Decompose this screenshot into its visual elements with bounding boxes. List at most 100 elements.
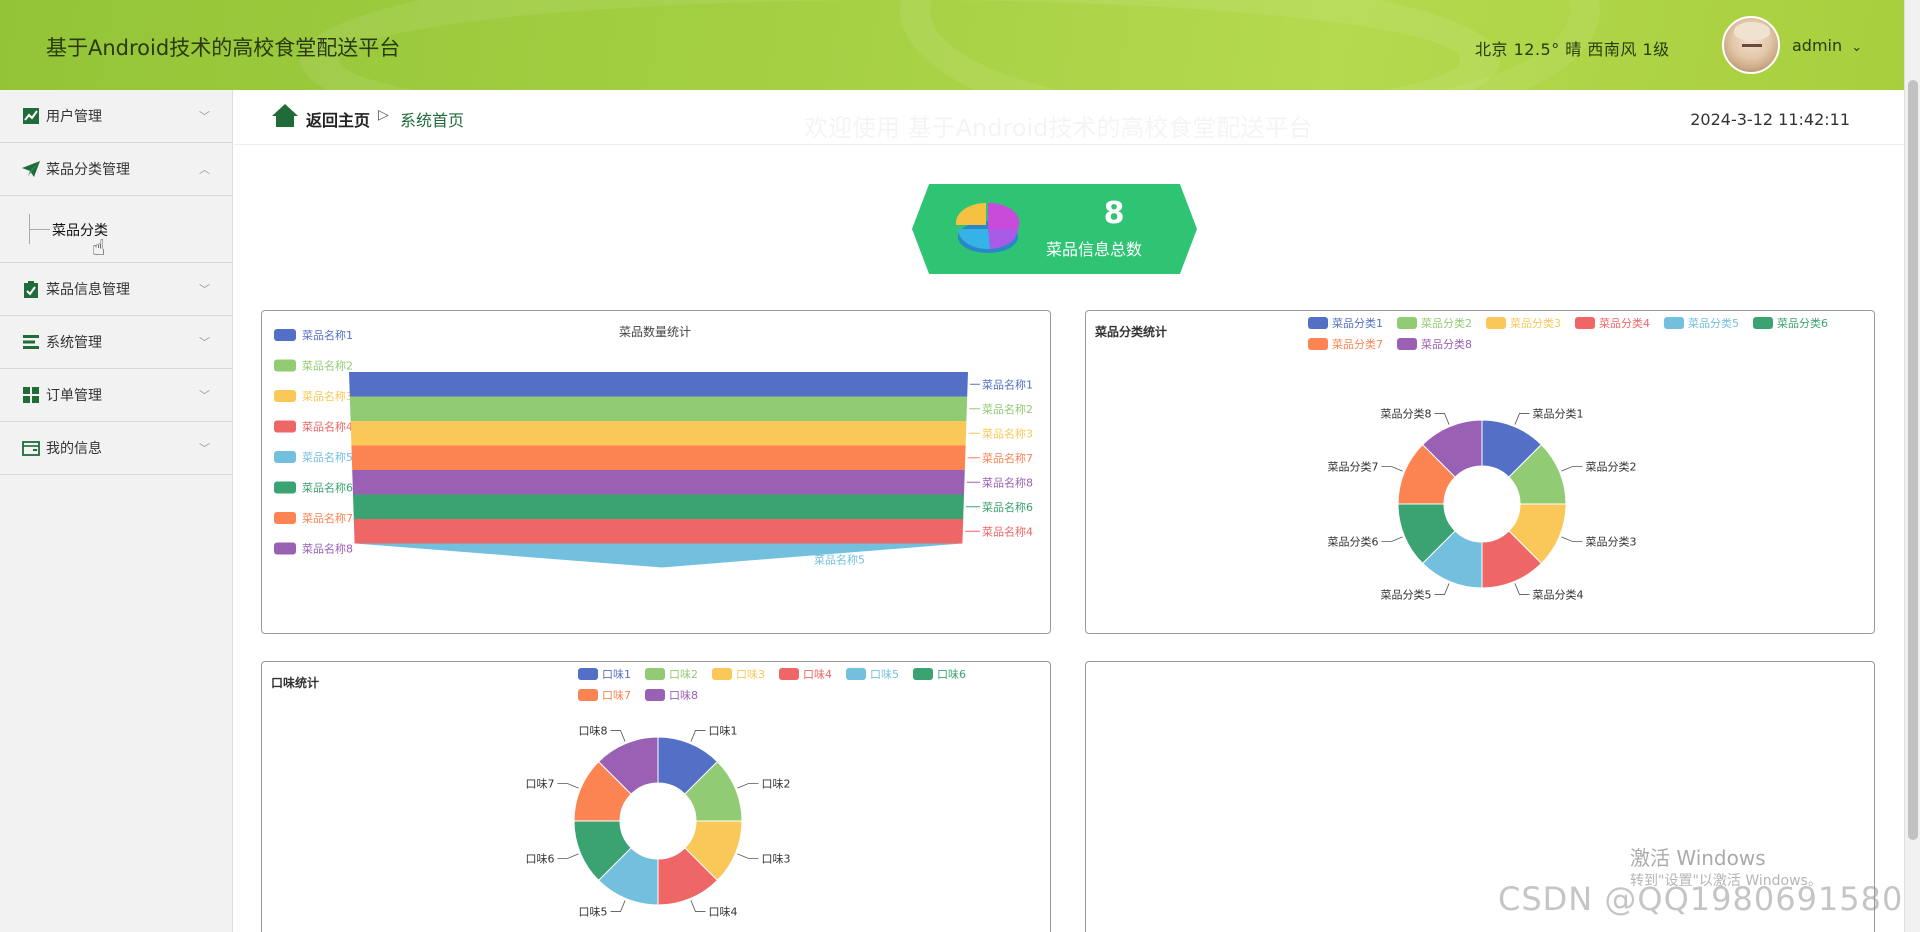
sidebar-item-label: 菜品信息管理 [46,282,130,298]
slice-label: 菜品分类5 [1380,588,1431,602]
funnel-segment [352,470,965,495]
legend-label: 口味2 [669,668,698,681]
submenu-dish-category[interactable]: 菜品分类 [0,196,232,263]
breadcrumb-separator: ▷ [378,107,389,123]
label-line [737,783,759,789]
donut-slice [1421,419,1483,478]
legend-swatch [274,359,296,372]
slice-label: 口味1 [709,724,738,737]
sidebar-item-my-info[interactable]: 我的信息 ﹀ [0,422,232,475]
submenu-item-label[interactable]: 菜品分类 [52,223,108,239]
chevron-down-icon: ﹀ [199,336,210,349]
label-line [610,730,626,742]
label-line [557,783,579,789]
paper-plane-icon [22,160,40,178]
slice-label: 口味4 [709,906,738,919]
label-line [1514,583,1530,595]
sidebar-item-label: 用户管理 [46,109,102,125]
label-line [1381,466,1403,472]
breadcrumb-bar: 返回主页 ▷ 系统首页 欢迎使用 基于Android技术的高校食堂配送平台 20… [234,90,1904,145]
label-line [557,853,579,859]
funnel-segment [350,421,967,446]
legend-label: 口味1 [602,668,631,681]
legend-label: 菜品分类7 [1332,337,1383,351]
legend-label: 菜品名称2 [302,359,353,373]
funnel-label: 菜品名称3 [982,426,1033,440]
empty-chart-panel [1085,661,1875,932]
slice-label: 口味7 [525,777,554,790]
dish-total-value: 8 [1103,196,1125,231]
legend-swatch [274,542,296,555]
legend-label: 菜品名称4 [302,420,353,434]
avatar[interactable] [1722,16,1780,74]
legend-swatch [779,668,799,680]
page-scrollbar[interactable] [1904,0,1920,932]
chevron-down-icon: ﹀ [199,283,210,296]
legend-swatch [712,668,732,680]
legend-label: 菜品分类6 [1777,316,1828,330]
taste-chart-panel: 口味1 口味2 口味3 口味4 口味5 口味6 口味7 口味8 口味1 口味2 口味3 口味4 口味5 口… [261,661,1051,932]
funnel-label: 菜品名称8 [982,475,1033,489]
legend-label: 菜品分类5 [1688,316,1739,330]
legend-swatch [1397,317,1417,329]
funnel-segment [349,396,968,421]
slice-label: 菜品分类6 [1327,535,1378,549]
label-line [1514,413,1530,425]
chevron-down-icon[interactable]: ⌄ [1851,40,1863,55]
datetime-display: 2024-3-12 11:42:11 [1690,110,1850,129]
legend-label: 口味3 [736,668,765,681]
clipboard-check-icon [22,280,40,298]
dish-total-card: 8 菜品信息总数 [912,184,1197,274]
legend-swatch [1308,317,1328,329]
sidebar-item-dish-info-management[interactable]: 菜品信息管理 ﹀ [0,263,232,316]
chart-title: 口味统计 [271,676,320,690]
slice-label: 菜品分类4 [1533,588,1584,602]
sidebar-item-user-management[interactable]: 用户管理 ﹀ [0,90,232,143]
sidebar-item-order-management[interactable]: 订单管理 ﹀ [0,369,232,422]
scrollbar-thumb[interactable] [1908,80,1918,840]
legend-swatch [578,668,598,680]
legend-swatch [1397,338,1417,350]
label-line [1434,413,1450,425]
csdn-watermark: CSDN @QQ1980691580 [1498,880,1904,918]
user-menu[interactable]: admin ⌄ [1792,36,1862,55]
slice-label: 口味8 [578,724,607,737]
chart-title: 菜品数量统计 [619,325,692,339]
legend-label: 菜品名称3 [302,389,353,403]
funnel-segment [353,519,964,544]
legend-label: 口味6 [937,668,966,681]
taste-donut-chart: 口味1 口味2 口味3 口味4 口味5 口味6 口味7 口味8 口味1 口味2 口味3 口味4 口味5 口… [525,668,966,919]
label-line [737,853,759,859]
slice-label: 口味2 [762,777,791,790]
breadcrumb-home[interactable]: 返回主页 [306,111,371,130]
legend-label: 菜品分类8 [1421,337,1472,351]
legend-label: 菜品名称8 [302,542,353,556]
legend-label: 菜品名称6 [302,481,353,495]
slice-label: 菜品分类7 [1327,459,1378,473]
hand-cursor-icon: ☝ [92,236,106,261]
slice-label: 口味5 [578,906,607,919]
sidebar-item-label: 订单管理 [46,388,102,404]
legend-swatch [645,668,665,680]
funnel-label: 菜品名称1 [982,377,1033,391]
legend-swatch [846,668,866,680]
home-icon[interactable] [272,104,298,128]
windows-activation-watermark: 激活 Windows [1630,846,1766,870]
legend-label: 口味5 [870,668,899,681]
legend-swatch [274,512,296,524]
legend-label: 菜品分类4 [1599,316,1650,330]
sidebar-item-label: 我的信息 [46,441,102,457]
label-line [1561,536,1583,542]
funnel-segment [351,445,966,470]
legend-label: 菜品名称1 [302,328,353,342]
legend-label: 菜品名称7 [302,511,353,525]
dish-total-label: 菜品信息总数 [1046,240,1143,259]
sidebar-item-category-management[interactable]: 菜品分类管理 ︿ [0,143,232,196]
funnel-label: 菜品名称6 [982,500,1033,514]
username[interactable]: admin [1792,36,1843,55]
sidebar: 用户管理 ﹀ 菜品分类管理 ︿ 菜品分类 菜品信息管理 ﹀ 系统管理 ﹀ 订单管… [0,90,233,932]
windows-activation-hint: 转到"设置"以激活 Windows。 [1630,873,1822,889]
legend-label: 菜品分类3 [1510,316,1561,330]
sidebar-item-system-management[interactable]: 系统管理 ﹀ [0,316,232,369]
label-line [690,900,706,912]
